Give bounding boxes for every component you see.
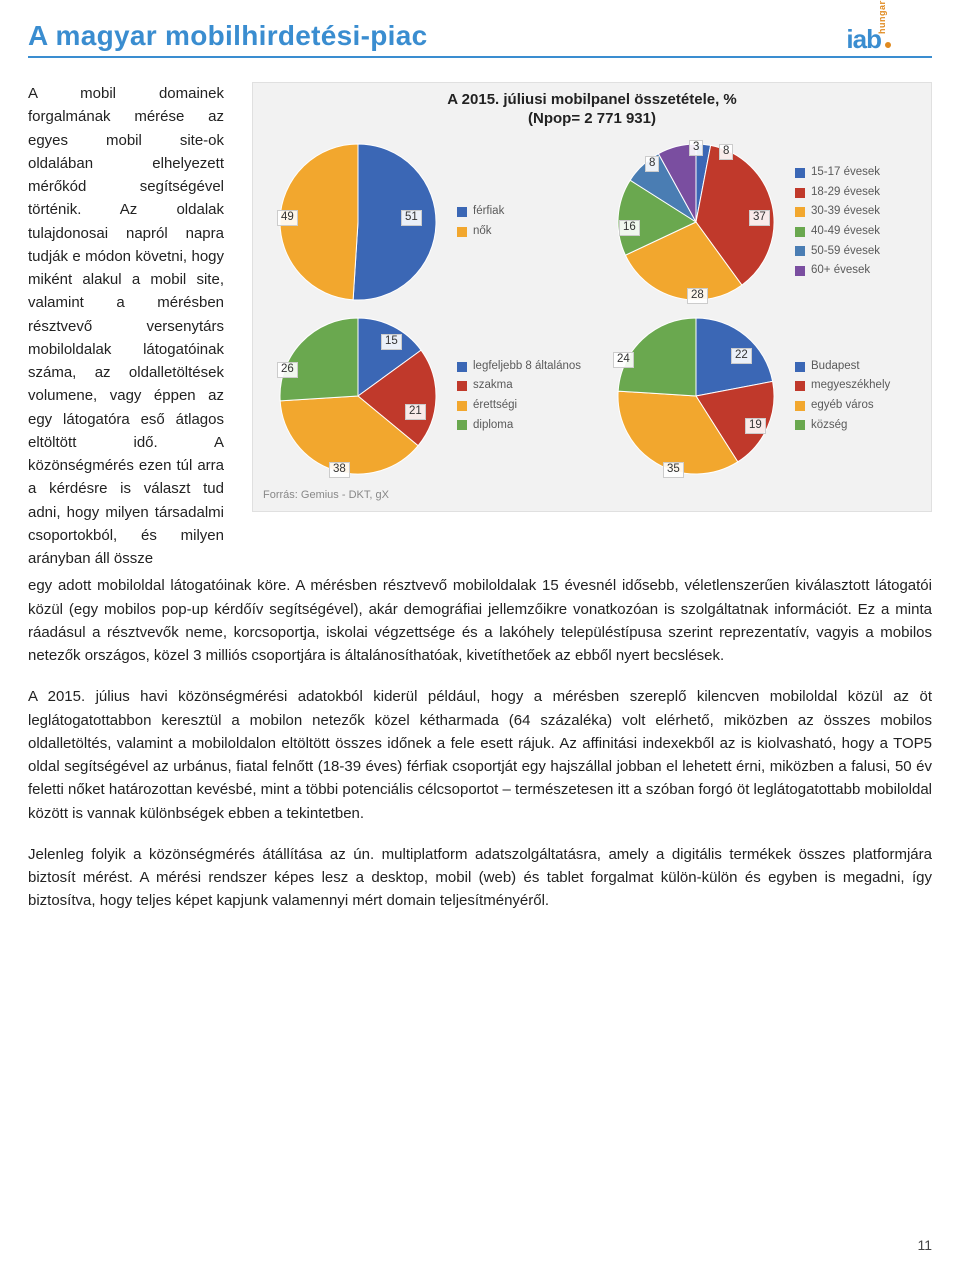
color-swatch-icon (457, 381, 467, 391)
legend-item: szakma (457, 376, 597, 396)
legend-item: 60+ évesek (795, 261, 935, 281)
legend-label: egyéb város (811, 396, 874, 416)
legend-item: 50-59 évesek (795, 242, 935, 262)
chart-source: Forrás: Gemius - DKT, gX (263, 489, 921, 501)
legend-item: diploma (457, 416, 597, 436)
pie-value-label: 16 (619, 220, 640, 236)
color-swatch-icon (795, 266, 805, 276)
pie-value-label: 35 (663, 462, 684, 478)
legend-label: 30-39 évesek (811, 202, 880, 222)
legend-item: 40-49 évesek (795, 222, 935, 242)
color-swatch-icon (795, 401, 805, 411)
chart-panel: A 2015. júliusi mobilpanel összetétele, … (252, 82, 932, 512)
chart-grid: 51 49 férfiaknők 3 37 28 16 8 8 15-17 évesek18… (263, 137, 921, 481)
pie-slice (280, 318, 358, 401)
chart-subtitle: (Npop= 2 771 931) (263, 110, 921, 127)
pie-value-label: 37 (749, 210, 770, 226)
color-swatch-icon (795, 227, 805, 237)
color-swatch-icon (795, 420, 805, 430)
pie-value-label: 15 (381, 334, 402, 350)
chart-title: A 2015. júliusi mobilpanel összetétele, … (263, 91, 921, 108)
legend-item: érettségi (457, 396, 597, 416)
legend-item: megyeszékhely (795, 376, 935, 396)
iab-logo: iab hungary (846, 26, 932, 52)
legend-item: nők (457, 222, 597, 242)
legend-education: legfeljebb 8 általánosszakmaérettségidip… (457, 357, 597, 435)
color-swatch-icon (457, 362, 467, 372)
paragraph-3: Jelenleg folyik a közönségmérés átállítá… (28, 843, 932, 913)
legend-item: 30-39 évesek (795, 202, 935, 222)
pie-value-label: 51 (401, 210, 422, 226)
legend-item: férfiak (457, 202, 597, 222)
legend-item: 18-29 évesek (795, 183, 935, 203)
page-header: A magyar mobilhirdetési-piac iab hungary (28, 20, 932, 58)
paragraph-2: A 2015. július havi közönségmérési adato… (28, 685, 932, 825)
legend-label: férfiak (473, 202, 504, 222)
legend-gender: férfiaknők (457, 202, 597, 241)
pie-value-label: 38 (329, 462, 350, 478)
legend-label: 18-29 évesek (811, 183, 880, 203)
legend-label: érettségi (473, 396, 517, 416)
legend-label: Budapest (811, 357, 860, 377)
pie-education: 15 21 38 26 (263, 312, 453, 480)
body-text-wrap: A mobil domainek forgalmának mérése az e… (28, 82, 238, 570)
legend-item: 15-17 évesek (795, 163, 935, 183)
color-swatch-icon (795, 188, 805, 198)
page-title: A magyar mobilhirdetési-piac (28, 20, 427, 52)
legend-label: legfeljebb 8 általános (473, 357, 581, 377)
logo-text: iab (846, 26, 881, 52)
color-swatch-icon (795, 207, 805, 217)
color-swatch-icon (457, 227, 467, 237)
pie-value-label: 22 (731, 348, 752, 364)
pie-slice (353, 144, 436, 300)
logo-side-text: hungary (877, 0, 887, 34)
legend-item: legfeljebb 8 általános (457, 357, 597, 377)
body-text-cont: egy adott mobiloldal látogatóinak köre. … (28, 574, 932, 667)
pie-value-label: 19 (745, 418, 766, 434)
legend-item: egyéb város (795, 396, 935, 416)
color-swatch-icon (795, 381, 805, 391)
legend-label: diploma (473, 416, 513, 436)
legend-label: 40-49 évesek (811, 222, 880, 242)
pie-value-label: 21 (405, 404, 426, 420)
pie-gender: 51 49 (263, 138, 453, 306)
legend-label: megyeszékhely (811, 376, 890, 396)
color-swatch-icon (457, 207, 467, 217)
legend-label: nők (473, 222, 492, 242)
pie-value-label: 8 (645, 156, 659, 172)
color-swatch-icon (795, 246, 805, 256)
pie-age: 3 37 28 16 8 8 (601, 138, 791, 306)
legend-item: község (795, 416, 935, 436)
pie-value-label: 49 (277, 210, 298, 226)
pie-value-label: 3 (689, 140, 703, 156)
color-swatch-icon (457, 420, 467, 430)
pie-value-label: 26 (277, 362, 298, 378)
legend-label: község (811, 416, 847, 436)
color-swatch-icon (457, 401, 467, 411)
legend-settlement: Budapestmegyeszékhelyegyéb városközség (795, 357, 935, 435)
legend-label: szakma (473, 376, 513, 396)
legend-label: 50-59 évesek (811, 242, 880, 262)
pie-value-label: 24 (613, 352, 634, 368)
color-swatch-icon (795, 362, 805, 372)
pie-value-label: 28 (687, 288, 708, 304)
legend-age: 15-17 évesek18-29 évesek30-39 évesek40-4… (795, 163, 935, 280)
color-swatch-icon (795, 168, 805, 178)
legend-label: 60+ évesek (811, 261, 870, 281)
pie-value-label: 8 (719, 144, 733, 160)
pie-settlement: 22 19 35 24 (601, 312, 791, 480)
legend-label: 15-17 évesek (811, 163, 880, 183)
logo-dot-icon (885, 42, 891, 48)
legend-item: Budapest (795, 357, 935, 377)
page-number: 11 (917, 1237, 932, 1253)
